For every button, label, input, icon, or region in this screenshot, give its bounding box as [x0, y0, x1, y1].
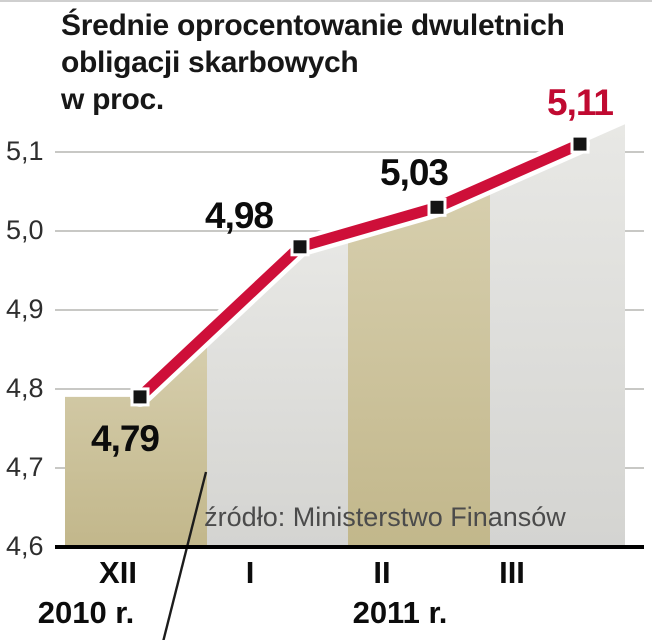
area-stripe	[65, 334, 207, 547]
point-label: 5,11	[547, 82, 614, 124]
year-label: 2011 r.	[352, 595, 448, 630]
x-tick-label: XII	[99, 555, 137, 590]
chart-title-line: Średnie oprocentowanie dwuletnich	[61, 9, 565, 42]
data-point-marker	[570, 134, 590, 154]
chart-title-line: obligacji skarbowych	[61, 46, 359, 79]
year-label: 2010 r.	[37, 595, 135, 630]
data-point-marker	[130, 387, 150, 407]
year-divider	[162, 471, 208, 640]
area-stripe	[348, 183, 490, 547]
y-tick-label: 4,7	[6, 452, 44, 482]
x-tick-label: I	[245, 555, 255, 590]
y-tick-label: 5,0	[6, 215, 44, 245]
point-label: 4,98	[204, 194, 274, 236]
point-label: 4,79	[90, 417, 160, 459]
x-tick-label: III	[499, 555, 525, 590]
point-label: 5,03	[379, 152, 449, 194]
chart-title: Średnie oprocentowanie dwuletnich obliga…	[61, 7, 565, 118]
chart-title-line: w proc.	[61, 83, 164, 116]
area-stripe	[490, 124, 625, 548]
y-tick-label: 4,9	[6, 294, 44, 324]
y-tick-label: 5,1	[6, 136, 44, 166]
trend-line	[134, 138, 586, 403]
y-tick-label: 4,6	[6, 531, 44, 561]
data-point-marker	[427, 197, 447, 217]
source-label: źródło: Ministerstwo Finansów	[204, 502, 566, 532]
x-tick-label: II	[373, 555, 391, 590]
y-tick-label: 4,8	[6, 373, 44, 403]
data-point-marker	[290, 237, 310, 257]
